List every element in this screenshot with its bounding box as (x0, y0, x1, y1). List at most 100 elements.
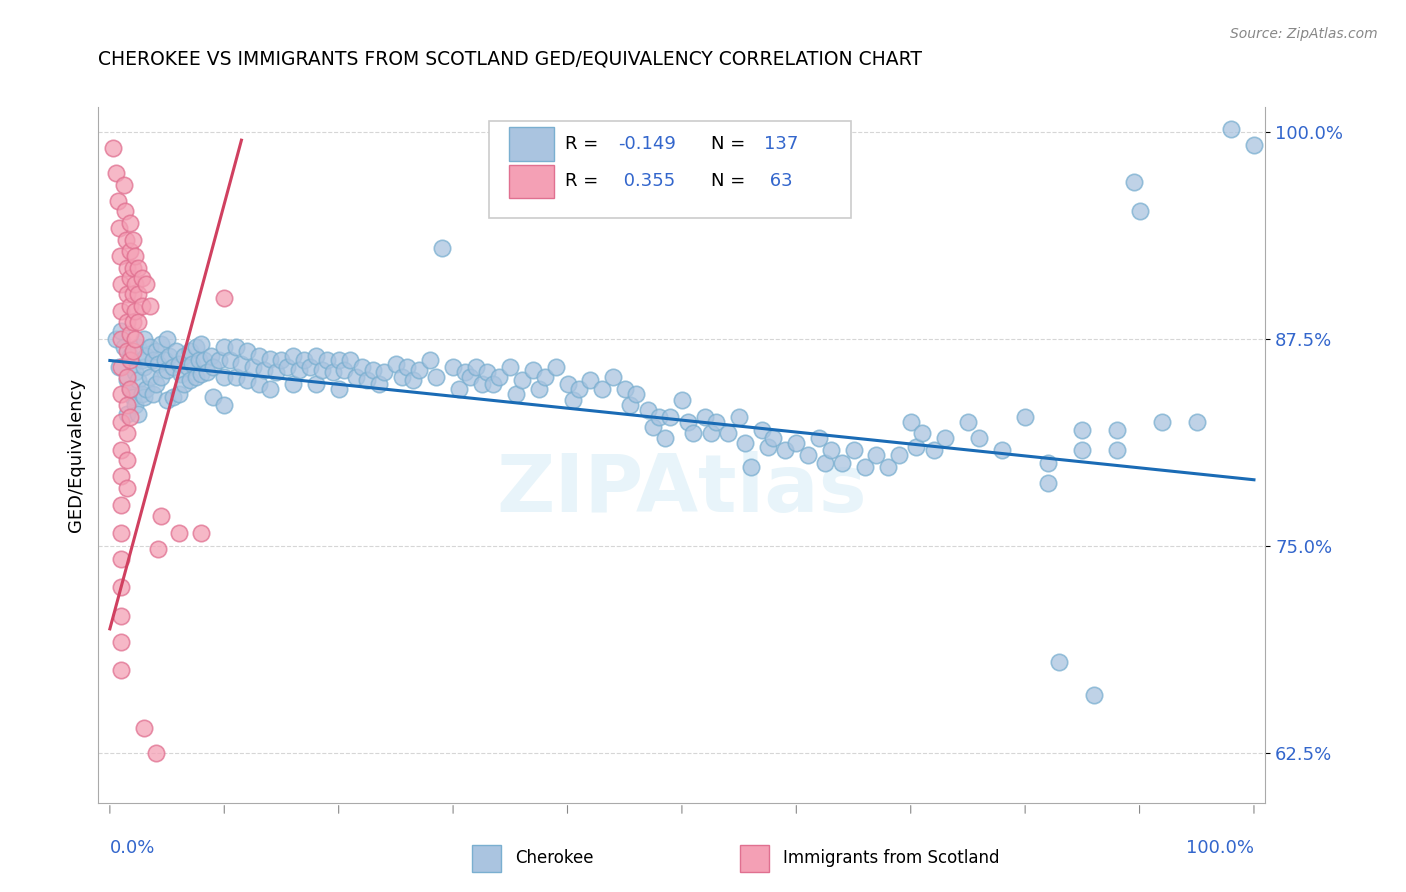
Point (134, 390, 156, 404)
Point (110, 324, 132, 338)
Point (1152, 415, 1174, 429)
Point (671, 393, 693, 408)
Point (219, 353, 242, 368)
Point (654, 431, 676, 445)
Point (115, 315, 138, 329)
Point (179, 343, 201, 358)
Point (131, 353, 153, 368)
Point (124, 332, 146, 346)
Point (1122, 175, 1144, 189)
Point (112, 340, 135, 354)
Point (110, 635, 132, 649)
Point (408, 363, 430, 377)
Point (328, 382, 350, 396)
Point (184, 340, 207, 354)
Point (127, 287, 149, 301)
Point (820, 442, 842, 457)
Point (557, 376, 579, 391)
Point (176, 360, 198, 375)
Point (146, 357, 169, 371)
Point (115, 398, 138, 412)
Point (544, 360, 567, 375)
Point (734, 436, 756, 450)
Text: 137: 137 (763, 135, 799, 153)
Point (797, 448, 820, 462)
Text: R =: R = (565, 172, 605, 191)
FancyBboxPatch shape (509, 165, 554, 198)
Text: Cherokee: Cherokee (515, 849, 593, 867)
Text: N =: N = (711, 172, 751, 191)
Point (173, 376, 195, 391)
Point (190, 367, 212, 381)
Point (127, 315, 149, 329)
Point (108, 360, 131, 375)
FancyBboxPatch shape (509, 128, 554, 161)
Point (693, 409, 716, 424)
Point (115, 343, 138, 358)
Point (264, 365, 287, 379)
Point (120, 326, 142, 341)
Point (316, 353, 339, 368)
Point (115, 426, 138, 441)
Point (831, 456, 853, 470)
Point (1105, 423, 1128, 437)
Point (287, 363, 309, 377)
Point (184, 370, 207, 384)
Point (120, 270, 142, 285)
Point (142, 386, 165, 401)
Point (121, 287, 143, 301)
Point (876, 459, 898, 474)
Point (114, 204, 136, 219)
Point (922, 442, 945, 457)
Point (956, 415, 979, 429)
Point (145, 343, 167, 358)
Point (613, 382, 636, 396)
Point (214, 291, 236, 305)
Text: 0.355: 0.355 (617, 172, 675, 191)
Y-axis label: GED/Equivalency: GED/Equivalency (66, 378, 84, 532)
Point (104, 332, 127, 346)
Point (207, 353, 229, 368)
Point (190, 337, 212, 351)
Point (643, 419, 665, 434)
Point (533, 370, 555, 384)
Point (110, 303, 132, 318)
Point (562, 393, 585, 408)
Point (482, 376, 505, 391)
Point (619, 398, 641, 412)
Point (157, 349, 180, 363)
Point (173, 349, 195, 363)
Point (110, 608, 132, 623)
Point (1071, 442, 1094, 457)
Point (121, 390, 143, 404)
Point (145, 746, 167, 760)
Point (328, 353, 350, 368)
Point (344, 370, 367, 384)
Point (225, 370, 247, 384)
Point (120, 353, 142, 368)
Point (1071, 423, 1094, 437)
Point (356, 373, 378, 387)
Point (131, 299, 153, 313)
Point (253, 363, 276, 377)
Point (305, 376, 328, 391)
Point (785, 436, 807, 450)
Point (127, 373, 149, 387)
Point (115, 373, 138, 387)
Point (488, 370, 510, 384)
Point (121, 343, 143, 358)
Point (120, 382, 142, 396)
Point (1185, 415, 1208, 429)
Point (762, 431, 785, 445)
Point (162, 390, 184, 404)
Point (124, 277, 146, 292)
Point (115, 260, 138, 275)
Point (190, 525, 212, 540)
Point (568, 382, 591, 396)
Point (121, 260, 143, 275)
Text: CHEROKEE VS IMMIGRANTS FROM SCOTLAND GED/EQUIVALENCY CORRELATION CHART: CHEROKEE VS IMMIGRANTS FROM SCOTLAND GED… (98, 49, 922, 68)
Point (510, 373, 533, 387)
Point (1049, 655, 1071, 669)
Point (402, 373, 425, 387)
Point (115, 407, 138, 421)
